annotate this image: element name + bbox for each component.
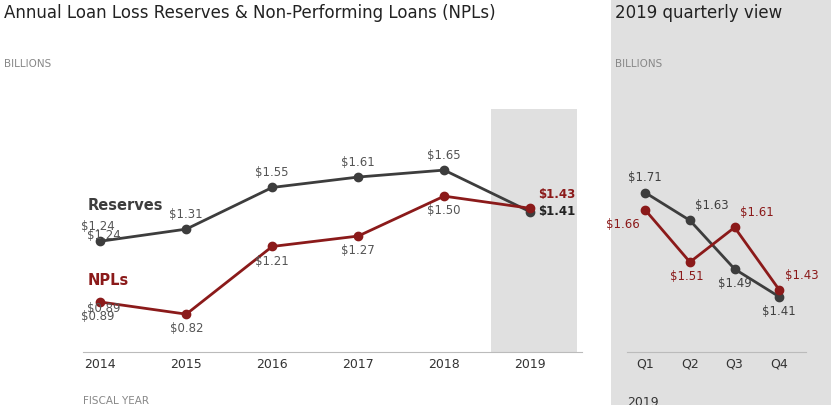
Text: $0.82: $0.82 <box>170 322 203 335</box>
Text: Reserves: Reserves <box>87 198 163 213</box>
Text: 2019 quarterly view: 2019 quarterly view <box>615 4 782 22</box>
Text: $1.66: $1.66 <box>606 218 640 231</box>
Text: $1.43: $1.43 <box>784 269 819 281</box>
Text: $1.24: $1.24 <box>87 229 121 242</box>
Text: $1.65: $1.65 <box>427 149 461 162</box>
Text: BILLIONS: BILLIONS <box>615 59 662 69</box>
Text: $1.71: $1.71 <box>628 171 662 184</box>
Text: $0.89: $0.89 <box>87 302 120 315</box>
Text: $1.31: $1.31 <box>170 208 203 221</box>
Text: 2019: 2019 <box>627 396 659 405</box>
Text: $1.63: $1.63 <box>696 199 729 212</box>
Text: $1.61: $1.61 <box>740 206 774 219</box>
Text: $1.41: $1.41 <box>762 305 796 318</box>
Text: $1.24: $1.24 <box>81 220 115 233</box>
Text: $1.55: $1.55 <box>255 166 289 179</box>
Text: Annual Loan Loss Reserves & Non-Performing Loans (NPLs): Annual Loan Loss Reserves & Non-Performi… <box>4 4 496 22</box>
Text: $1.41: $1.41 <box>538 205 576 218</box>
Text: $1.21: $1.21 <box>255 255 289 268</box>
Text: $1.49: $1.49 <box>718 277 751 290</box>
Text: $1.51: $1.51 <box>671 271 704 284</box>
Text: $1.43: $1.43 <box>538 188 576 201</box>
Text: $1.61: $1.61 <box>342 156 375 169</box>
Text: $0.89: $0.89 <box>81 310 115 323</box>
Bar <box>491 109 578 352</box>
Text: BILLIONS: BILLIONS <box>4 59 52 69</box>
Text: NPLs: NPLs <box>87 273 129 288</box>
Text: $1.50: $1.50 <box>427 205 461 217</box>
Text: FISCAL YEAR: FISCAL YEAR <box>83 396 149 405</box>
Text: $1.27: $1.27 <box>342 244 375 258</box>
